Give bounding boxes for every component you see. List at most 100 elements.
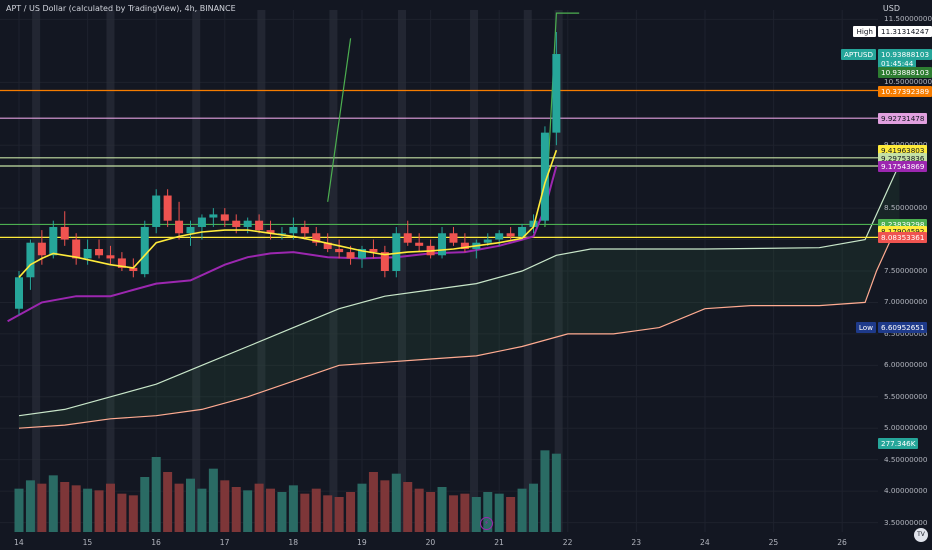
session-highlight <box>470 10 479 532</box>
cloud-lower-line <box>18 220 900 429</box>
volume-bar <box>151 457 161 532</box>
y-axis-tick: 4.00000000 <box>884 486 928 496</box>
candle-body <box>243 220 252 227</box>
price-tag: 8.17904592 <box>878 225 928 237</box>
x-axis-tick: 14 <box>14 538 24 547</box>
candle <box>438 226 447 259</box>
candle-body <box>152 195 161 227</box>
candle-body <box>83 248 92 259</box>
price-tag-name: High <box>853 26 876 38</box>
price-tag: 01:45:44 <box>878 57 917 69</box>
candle <box>72 233 81 265</box>
volume-bar <box>380 480 390 532</box>
y-axis-tick: 3.50000000 <box>884 517 928 527</box>
volume-bar <box>163 472 173 532</box>
x-axis-tick: 18 <box>288 538 299 547</box>
candle <box>175 201 184 240</box>
candle <box>415 233 424 253</box>
y-axis-tick: 6.00000000 <box>884 360 928 370</box>
volume-bar <box>220 480 230 532</box>
candle <box>335 239 344 259</box>
candle-body <box>460 242 469 249</box>
volume-bar <box>517 488 527 532</box>
session-highlight <box>523 10 532 532</box>
candle <box>540 126 549 224</box>
x-axis-tick: 26 <box>837 538 847 547</box>
candle <box>220 208 229 227</box>
price-tag: 10.93888103 <box>878 49 932 61</box>
candle-body <box>186 226 195 234</box>
y-axis-tick: 6.50000000 <box>884 328 928 338</box>
price-tag: 9.17543869 <box>878 160 928 172</box>
candle <box>140 220 149 278</box>
candle <box>117 252 126 271</box>
volume-bar <box>60 482 70 532</box>
volume-bar <box>288 485 298 532</box>
price-tag: 11.31314247 <box>878 26 932 38</box>
y-axis-tick: 5.50000000 <box>884 391 928 401</box>
candle <box>312 226 321 246</box>
candle <box>380 245 389 278</box>
candle-body <box>129 267 138 271</box>
candle-body <box>26 242 35 278</box>
ichimoku-cloud <box>19 164 900 429</box>
candle <box>152 189 161 234</box>
candle <box>358 245 366 268</box>
candle-body <box>518 226 527 237</box>
candle <box>460 233 469 253</box>
x-axis-tick: 24 <box>700 538 710 547</box>
price-tag: 10.93888103 <box>878 67 932 79</box>
volume-bar <box>208 468 218 532</box>
trend-line <box>327 38 352 202</box>
volume-bar <box>448 495 458 532</box>
candle-body <box>197 217 206 227</box>
candle <box>369 239 378 259</box>
tradingview-logo-icon[interactable]: TV <box>914 528 928 542</box>
y-axis-tick: 9.50000000 <box>884 140 927 149</box>
x-axis-tick: 17 <box>219 538 230 547</box>
candle-body <box>106 255 115 259</box>
volume-bar <box>368 472 378 532</box>
candle-body <box>438 233 447 256</box>
volume-bar <box>426 492 436 532</box>
x-axis-tick: 25 <box>768 538 779 547</box>
y-axis-tick: 11.50000000 <box>884 14 932 24</box>
session-highlight <box>554 10 563 532</box>
volume-bar <box>186 478 195 532</box>
x-axis-tick: 16 <box>151 538 161 547</box>
candle-body <box>312 233 321 243</box>
volume-bar <box>323 495 333 532</box>
chart-title: APT / US Dollar (calculated by TradingVi… <box>6 4 236 13</box>
session-highlight <box>257 10 266 532</box>
candle-body <box>380 252 389 271</box>
session-highlight <box>106 10 115 532</box>
x-axis-tick: 21 <box>494 538 504 547</box>
volume-bar <box>460 493 470 532</box>
candle-body <box>60 226 69 240</box>
session-highlight <box>398 10 407 532</box>
slow-moving-average <box>7 165 558 323</box>
candle <box>518 223 527 240</box>
candle <box>163 189 172 227</box>
volume-bar <box>357 483 367 532</box>
price-tag: 6.60952651 <box>878 321 928 333</box>
lightning-icon[interactable]: ⚡ <box>480 517 493 530</box>
volume-bar <box>437 487 447 532</box>
y-axis-tick: 8.50000000 <box>884 203 928 213</box>
volume-bar <box>243 490 253 532</box>
candle-body <box>540 132 549 221</box>
cloud-upper-line <box>18 163 900 417</box>
volume-bar <box>403 482 413 532</box>
candle-body <box>37 242 46 256</box>
price-tag: 10.37392389 <box>878 85 932 97</box>
candle-body <box>209 214 218 218</box>
candle-body <box>358 248 366 259</box>
candle-body <box>255 220 264 231</box>
candle <box>197 214 206 240</box>
candle-body <box>323 242 332 249</box>
candle <box>49 220 58 259</box>
candle-body <box>335 248 344 253</box>
candle <box>506 226 515 240</box>
x-axis-tick: 15 <box>82 538 93 547</box>
